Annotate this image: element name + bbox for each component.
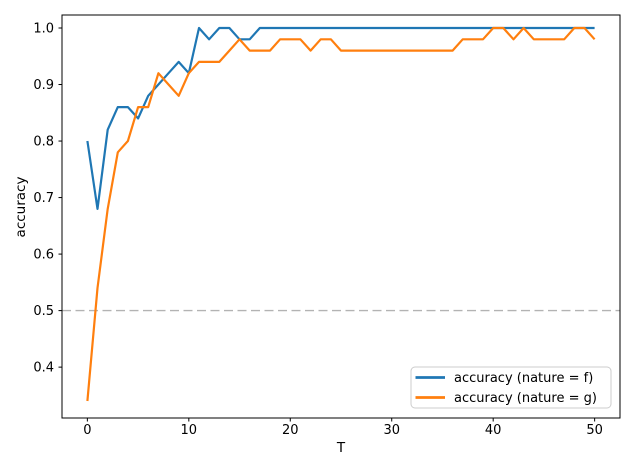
y-tick-label: 0.8 <box>33 135 54 150</box>
y-tick-label: 1.0 <box>33 22 54 37</box>
y-tick-label: 0.9 <box>33 78 54 93</box>
legend: accuracy (nature = f) accuracy (nature = … <box>410 366 612 409</box>
legend-box <box>410 366 612 409</box>
series-line-nature-f <box>86 26 595 210</box>
x-axis-label: T <box>336 440 346 456</box>
legend-item-nature-f: accuracy (nature = f) <box>415 371 593 386</box>
x-tick-label: 30 <box>383 423 400 438</box>
x-tick-label: 0 <box>83 423 91 438</box>
x-tick-label: 50 <box>586 423 603 438</box>
y-tick-label: 0.5 <box>33 304 54 319</box>
axes: 0 10 20 30 40 50 0.4 0.5 0.6 0.7 0.8 0.9 1.0 <box>33 14 621 438</box>
y-axis-label: accuracy <box>13 177 29 238</box>
y-tick-label: 0.7 <box>33 191 54 206</box>
x-tick-label: 20 <box>282 423 299 438</box>
x-tick-label: 10 <box>181 423 198 438</box>
plot-border <box>61 14 621 419</box>
legend-item-nature-g: accuracy (nature = g) <box>415 391 597 406</box>
x-tick-label: 40 <box>485 423 502 438</box>
y-tick-label: 0.6 <box>33 248 54 263</box>
plot-area <box>62 26 620 402</box>
y-tick-label: 0.4 <box>33 361 54 376</box>
legend-label: accuracy (nature = g) <box>454 391 597 406</box>
series-line-nature-g <box>86 26 596 402</box>
legend-label: accuracy (nature = f) <box>454 371 593 386</box>
